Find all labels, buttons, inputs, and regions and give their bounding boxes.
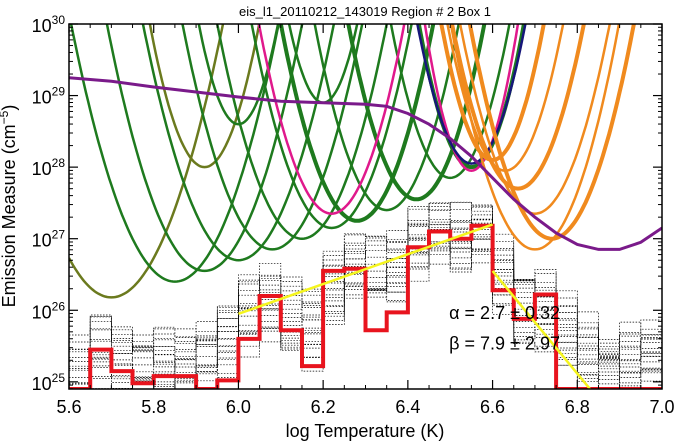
x-tick-label: 6.4 bbox=[395, 397, 420, 417]
y-tick-base: 10 bbox=[32, 16, 52, 36]
beta-fit-line bbox=[491, 270, 591, 389]
em-loci-curve bbox=[148, 24, 261, 169]
y-tick-label: 1026 bbox=[32, 299, 66, 322]
axis-ticks bbox=[68, 23, 663, 390]
em-loci-curve bbox=[467, 24, 636, 241]
x-axis-label: log Temperature (K) bbox=[286, 421, 445, 441]
mc-trace bbox=[69, 221, 662, 384]
em-loci-curve bbox=[423, 24, 520, 172]
em-loci-curve bbox=[141, 24, 336, 262]
em-loci-curve-purple bbox=[69, 76, 662, 251]
x-tick-label: 5.6 bbox=[56, 397, 81, 417]
x-tick-labels: 5.6 5.8 6.0 6.2 6.4 6.6 6.8 7.0 bbox=[56, 397, 674, 417]
chart-title: eis_l1_20110212_143019 Region # 2 Box 1 bbox=[239, 4, 491, 19]
em-loci-curve bbox=[181, 24, 364, 251]
mc-trace bbox=[69, 219, 662, 367]
em-loci-curve bbox=[197, 24, 280, 126]
em-loci-curve bbox=[446, 24, 565, 172]
dem-solution-step bbox=[69, 223, 662, 389]
y-tick-base: 10 bbox=[32, 374, 52, 394]
y-tick-exponent: 28 bbox=[52, 156, 66, 170]
y-tick-exponent: 30 bbox=[52, 13, 66, 27]
y-tick-label: 1027 bbox=[32, 228, 66, 251]
y-tick-label: 1025 bbox=[32, 371, 66, 394]
y-axis-label-main: Emission Measure (cm bbox=[0, 124, 19, 307]
em-loci-curve bbox=[439, 24, 546, 163]
mc-trace bbox=[69, 205, 662, 352]
y-tick-base: 10 bbox=[32, 231, 52, 251]
y-tick-label: 1030 bbox=[32, 13, 66, 36]
x-tick-label: 7.0 bbox=[649, 397, 674, 417]
y-axis-label: Emission Measure (cm−5) bbox=[0, 105, 19, 308]
em-loci-curve bbox=[450, 24, 586, 191]
em-loci-curve bbox=[69, 24, 225, 299]
em-loci-curve bbox=[389, 24, 511, 180]
y-tick-label: 1029 bbox=[32, 85, 66, 108]
mc-trace bbox=[69, 222, 662, 371]
em-loci-curve bbox=[257, 24, 406, 215]
alpha-annotation: α = 2.7 ± 0.32 bbox=[449, 303, 560, 323]
y-axis-label-superscript: −5 bbox=[0, 110, 11, 124]
alpha-fit-line bbox=[238, 223, 493, 316]
y-tick-base: 10 bbox=[32, 88, 52, 108]
mc-trace bbox=[69, 201, 662, 343]
y-tick-base: 10 bbox=[32, 302, 52, 322]
em-loci-curve bbox=[458, 24, 612, 215]
y-tick-base: 10 bbox=[32, 159, 52, 179]
em-loci-curve bbox=[346, 24, 487, 202]
y-tick-exponent: 25 bbox=[52, 371, 66, 385]
y-tick-exponent: 29 bbox=[52, 85, 66, 99]
plot-area bbox=[69, 24, 662, 389]
em-loci-curve bbox=[105, 24, 304, 273]
x-tick-label: 6.8 bbox=[565, 397, 590, 417]
x-tick-label: 6.2 bbox=[311, 397, 336, 417]
y-axis-label-close: ) bbox=[0, 105, 19, 111]
x-tick-label: 6.0 bbox=[226, 397, 251, 417]
x-tick-label: 6.6 bbox=[480, 397, 505, 417]
x-tick-label: 5.8 bbox=[141, 397, 166, 417]
y-tick-exponent: 26 bbox=[52, 299, 66, 313]
y-tick-label: 1028 bbox=[32, 156, 66, 179]
beta-annotation: β = 7.9 ± 2.97 bbox=[449, 334, 560, 354]
em-loci-curve bbox=[69, 24, 280, 283]
em-loci-curve bbox=[416, 24, 527, 165]
em-loci-curve bbox=[250, 24, 413, 230]
y-tick-exponent: 27 bbox=[52, 228, 66, 242]
fit-annotations: α = 2.7 ± 0.32 β = 7.9 ± 2.97 bbox=[449, 303, 560, 354]
